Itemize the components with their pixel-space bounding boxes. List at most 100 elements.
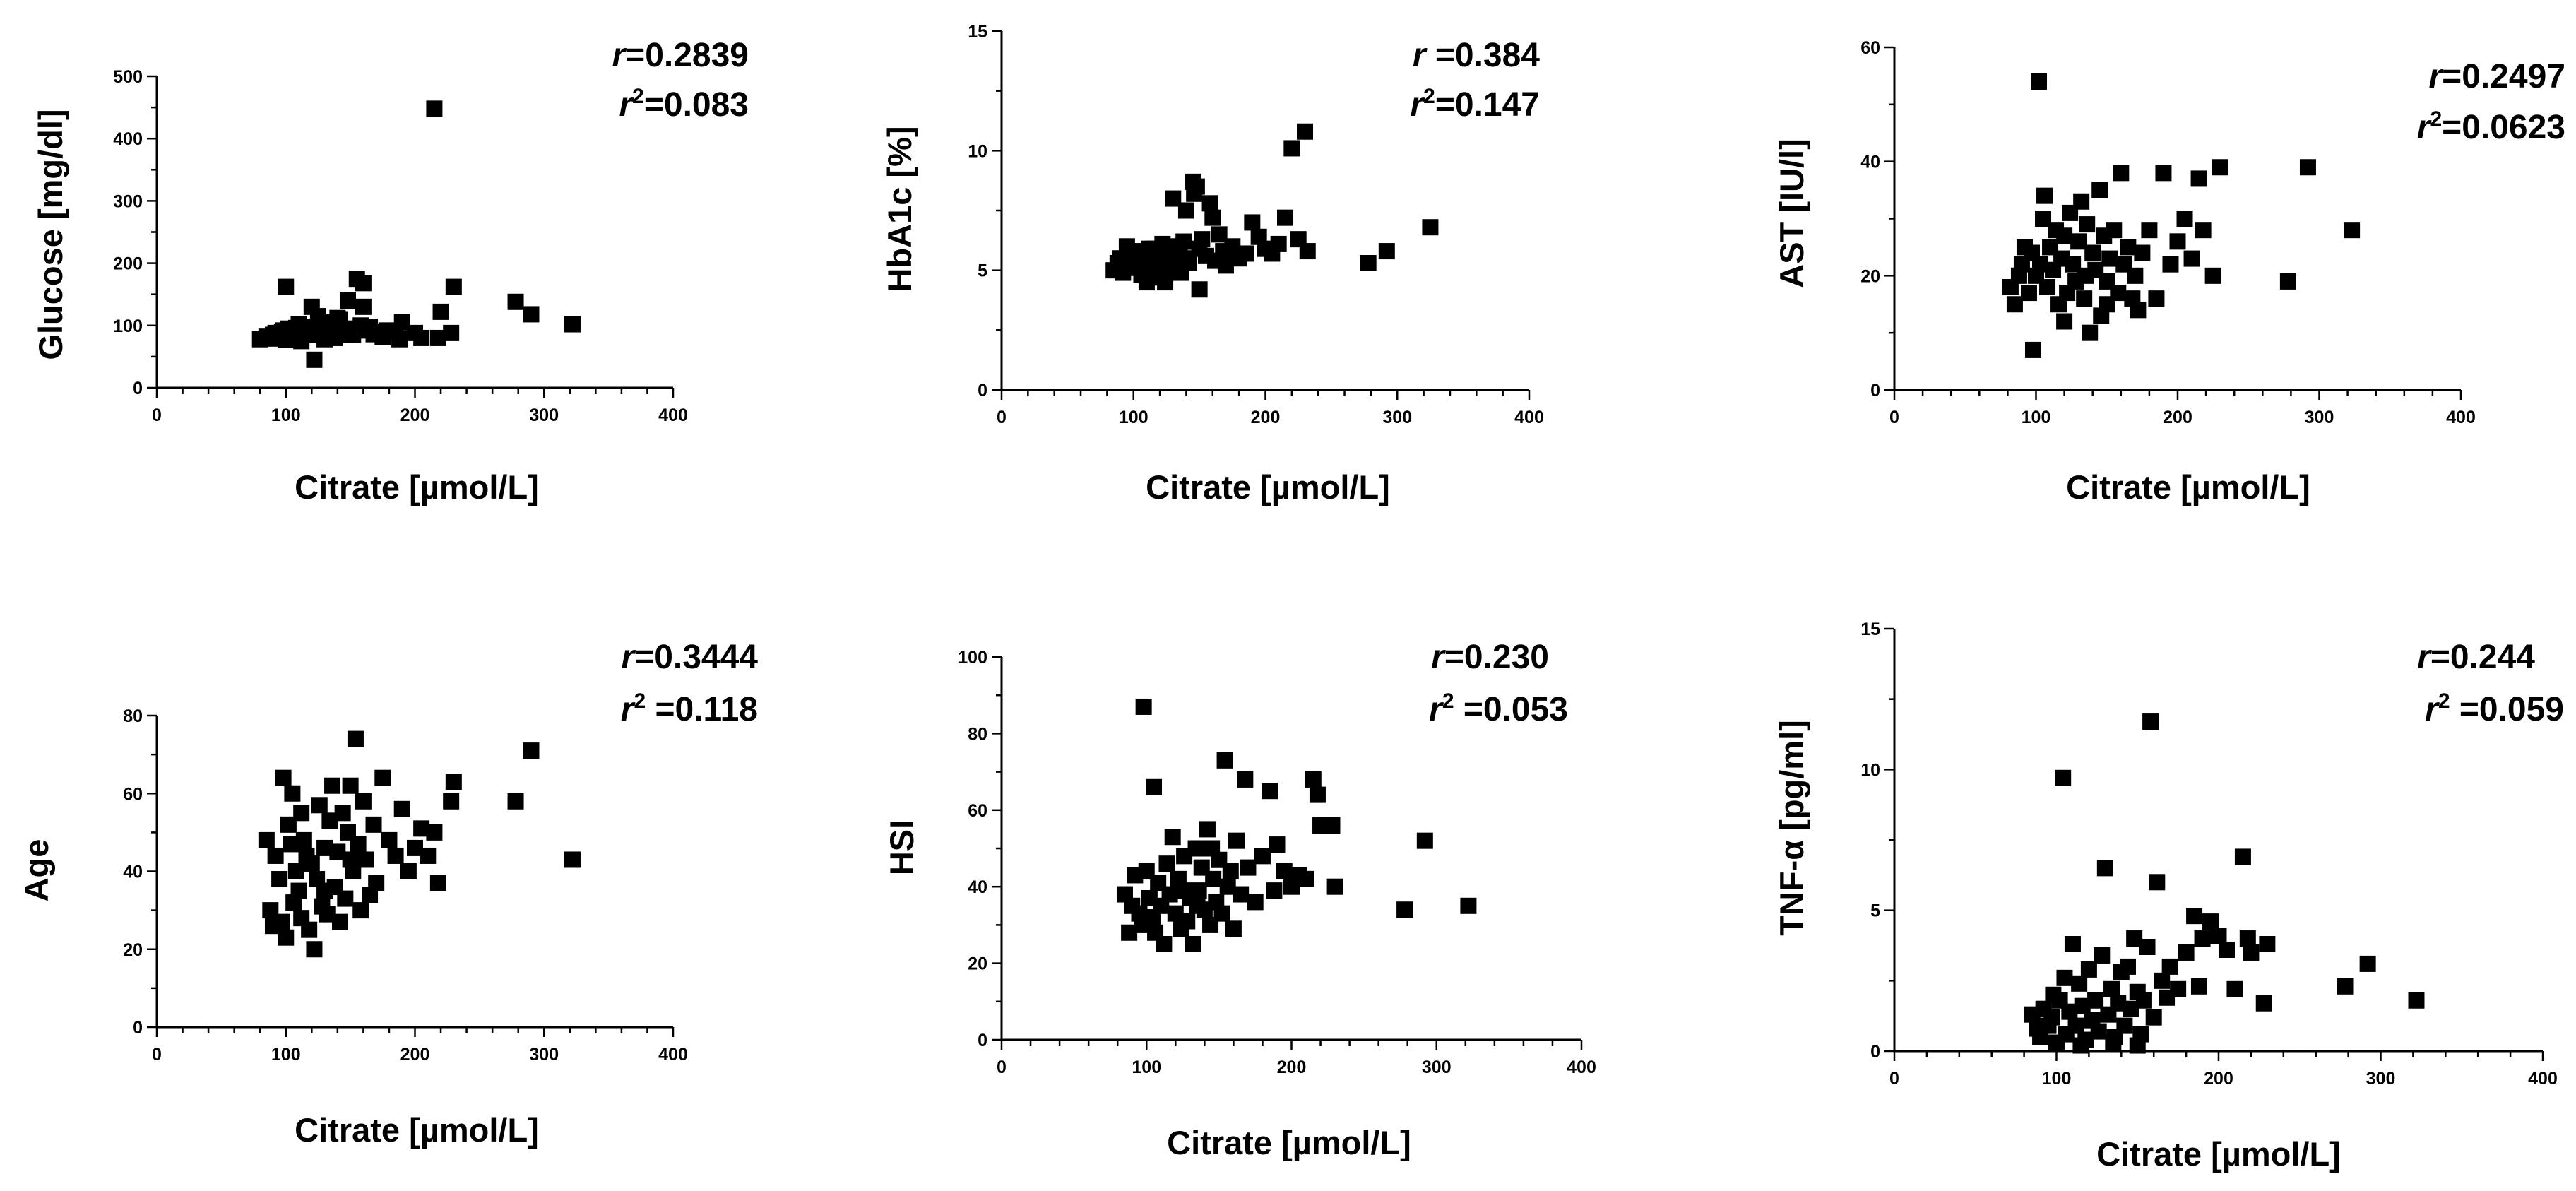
data-point <box>1324 817 1341 834</box>
data-point <box>287 863 304 879</box>
chart-panel-age: 0 100 200 300 400 0 20 40 60 80 Citrate [µmol/L] Ag… <box>18 639 758 1149</box>
y-axis-title: HbA1c [%] <box>881 126 918 292</box>
data-point <box>381 831 398 848</box>
r-value: =0.2497 <box>2442 58 2565 95</box>
r2-statistic: r2 =0.053 <box>1429 689 1568 728</box>
data-point <box>337 890 354 907</box>
data-point <box>1156 936 1173 952</box>
data-point <box>2210 928 2227 944</box>
data-point <box>2155 165 2172 182</box>
data-point <box>280 816 297 833</box>
data-point <box>1175 233 1192 250</box>
y-tick-label: 20 <box>1860 266 1880 286</box>
data-point <box>507 293 524 310</box>
data-point <box>295 831 312 848</box>
r-value: =0.3444 <box>634 639 758 676</box>
data-point <box>2195 222 2212 239</box>
data-point <box>1175 882 1192 899</box>
y-tick-label: 200 <box>113 254 143 274</box>
data-point <box>301 921 318 938</box>
data-point <box>523 306 540 323</box>
data-point <box>523 742 540 759</box>
r2-statistic: r2=0.083 <box>619 85 749 124</box>
data-point <box>445 774 462 790</box>
r2-symbol: r <box>2417 109 2432 146</box>
y-tick-label: 60 <box>1860 38 1880 58</box>
r-statistic: r=0.2839 <box>612 37 749 74</box>
x-tick-label: 200 <box>2204 1069 2233 1089</box>
data-point <box>278 929 295 946</box>
data-point <box>2116 1017 2133 1034</box>
data-point <box>2149 874 2166 891</box>
y-tick-label: 100 <box>958 648 987 668</box>
r-statistic: r=0.3444 <box>621 639 758 676</box>
x-tick-label: 100 <box>1119 408 1148 427</box>
data-point <box>350 836 367 853</box>
data-point <box>1187 840 1204 857</box>
data-point <box>420 847 437 864</box>
data-point <box>2077 267 2094 284</box>
data-point <box>2142 713 2159 730</box>
data-point <box>2056 969 2073 986</box>
data-point <box>2064 936 2081 953</box>
x-tick-label: 300 <box>2366 1069 2396 1089</box>
x-axis-title: Citrate [µmol/L] <box>2096 1135 2341 1173</box>
data-point <box>2129 1037 2146 1054</box>
data-point <box>1216 752 1233 769</box>
r2-value: =0.053 <box>1454 691 1568 728</box>
r2-symbol: r <box>1410 86 1425 124</box>
data-point <box>1396 901 1413 918</box>
x-tick-label: 400 <box>658 1045 688 1065</box>
y-tick-label: 10 <box>968 141 987 161</box>
r-value: =0.2839 <box>625 37 749 74</box>
data-point <box>2127 267 2144 284</box>
x-tick-label: 400 <box>2528 1069 2558 1089</box>
data-point <box>2178 944 2195 961</box>
r-symbol: r <box>2417 639 2432 676</box>
data-point <box>1254 848 1271 865</box>
r-value: =0.384 <box>1426 37 1541 74</box>
data-point <box>2103 980 2120 997</box>
x-tick-label: 400 <box>1514 408 1544 427</box>
data-point <box>1211 226 1228 243</box>
data-point <box>339 292 356 309</box>
data-point <box>329 309 346 326</box>
data-point <box>2119 958 2136 975</box>
data-point <box>1262 783 1278 800</box>
y-tick-label: 40 <box>1860 153 1880 172</box>
data-point <box>2082 324 2099 341</box>
data-point <box>2169 233 2186 250</box>
data-point <box>564 851 581 868</box>
data-point <box>1416 832 1433 849</box>
data-point <box>2135 992 2152 1009</box>
x-tick-label: 300 <box>1422 1057 1452 1077</box>
data-point <box>267 847 284 864</box>
data-point <box>1277 209 1294 226</box>
data-point <box>1225 920 1242 937</box>
data-point <box>2408 992 2425 1009</box>
data-point <box>2204 267 2221 284</box>
data-point <box>426 824 443 841</box>
data-point <box>2032 256 2049 273</box>
data-point <box>2194 930 2211 947</box>
data-point <box>2202 913 2219 930</box>
r-statistic: r=0.2497 <box>2428 58 2565 95</box>
data-point <box>1247 894 1264 911</box>
data-point <box>324 777 341 794</box>
data-point <box>2162 256 2179 273</box>
y-tick-label: 20 <box>123 940 143 960</box>
data-point <box>2176 211 2193 227</box>
data-point <box>283 836 299 853</box>
data-point <box>391 331 408 348</box>
data-point <box>429 875 446 891</box>
data-point <box>1185 936 1201 952</box>
data-point <box>374 769 391 786</box>
data-point <box>1378 243 1395 260</box>
data-point <box>1121 924 1138 941</box>
data-point <box>2148 290 2165 307</box>
data-point <box>2071 975 2088 992</box>
data-point <box>1244 214 1261 231</box>
data-point <box>329 843 346 860</box>
data-point <box>2073 193 2090 210</box>
